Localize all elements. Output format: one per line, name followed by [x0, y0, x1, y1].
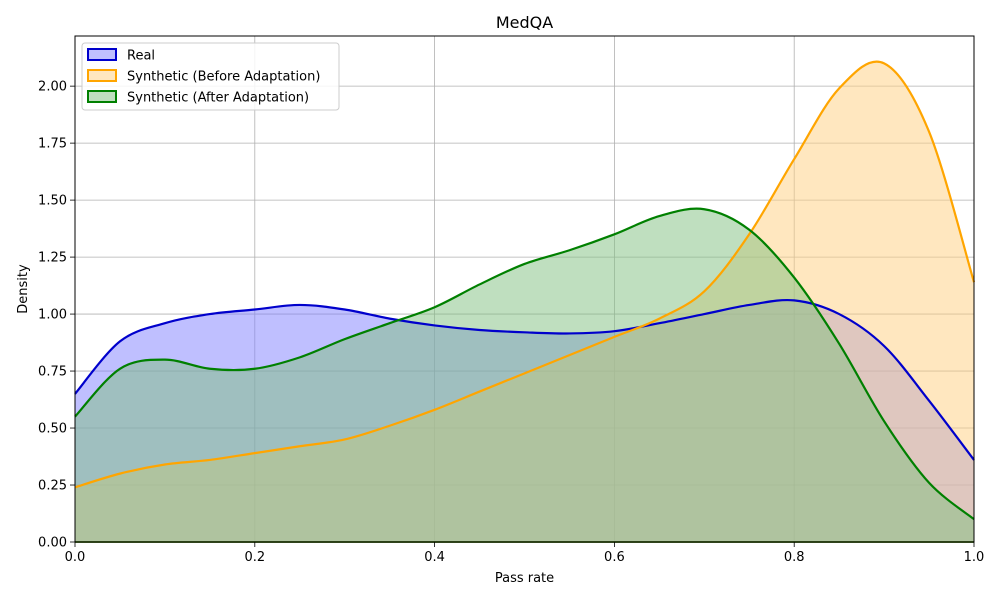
x-tick-label: 0.2 [244, 550, 265, 565]
y-tick-label: 0.00 [38, 536, 67, 551]
x-axis-ticks: 0.0 0.2 0.4 0.6 0.8 1.0 [65, 542, 985, 565]
series-areas [75, 61, 974, 543]
series-area-2 [75, 208, 974, 542]
x-axis-label: Pass rate [495, 571, 554, 586]
y-tick-label: 0.50 [38, 422, 67, 437]
legend-label: Synthetic (After Adaptation) [127, 91, 309, 106]
x-tick-label: 0.0 [65, 550, 86, 565]
series-line-1 [74, 60, 976, 489]
y-tick-label: 1.50 [38, 194, 67, 209]
legend-swatch [87, 69, 117, 82]
y-tick-label: 1.75 [38, 137, 67, 152]
legend: Real Synthetic (Before Adaptation) Synthet… [81, 42, 340, 111]
series-line-2 [74, 207, 975, 521]
legend-label: Real [127, 49, 155, 64]
y-tick-label: 1.00 [38, 308, 67, 323]
x-tick-label: 0.4 [424, 550, 445, 565]
y-tick-label: 1.25 [38, 251, 67, 266]
y-tick-label: 2.00 [38, 80, 67, 95]
chart-title: MedQA [496, 13, 553, 32]
x-tick-label: 0.8 [784, 550, 805, 565]
y-tick-label: 0.25 [38, 479, 67, 494]
legend-swatch [87, 90, 117, 103]
series-line-0 [74, 298, 975, 461]
legend-label: Synthetic (Before Adaptation) [127, 70, 320, 85]
x-tick-label: 0.6 [604, 550, 625, 565]
y-tick-label: 0.75 [38, 365, 67, 380]
x-tick-label: 1.0 [964, 550, 985, 565]
y-axis-ticks: 0.00 0.25 0.50 0.75 1.00 1.25 1.50 1.75 2.00 [38, 80, 75, 551]
legend-box [81, 42, 340, 111]
plot-frame [74, 35, 975, 543]
legend-swatch [87, 48, 117, 61]
y-axis-label: Density [16, 264, 31, 314]
